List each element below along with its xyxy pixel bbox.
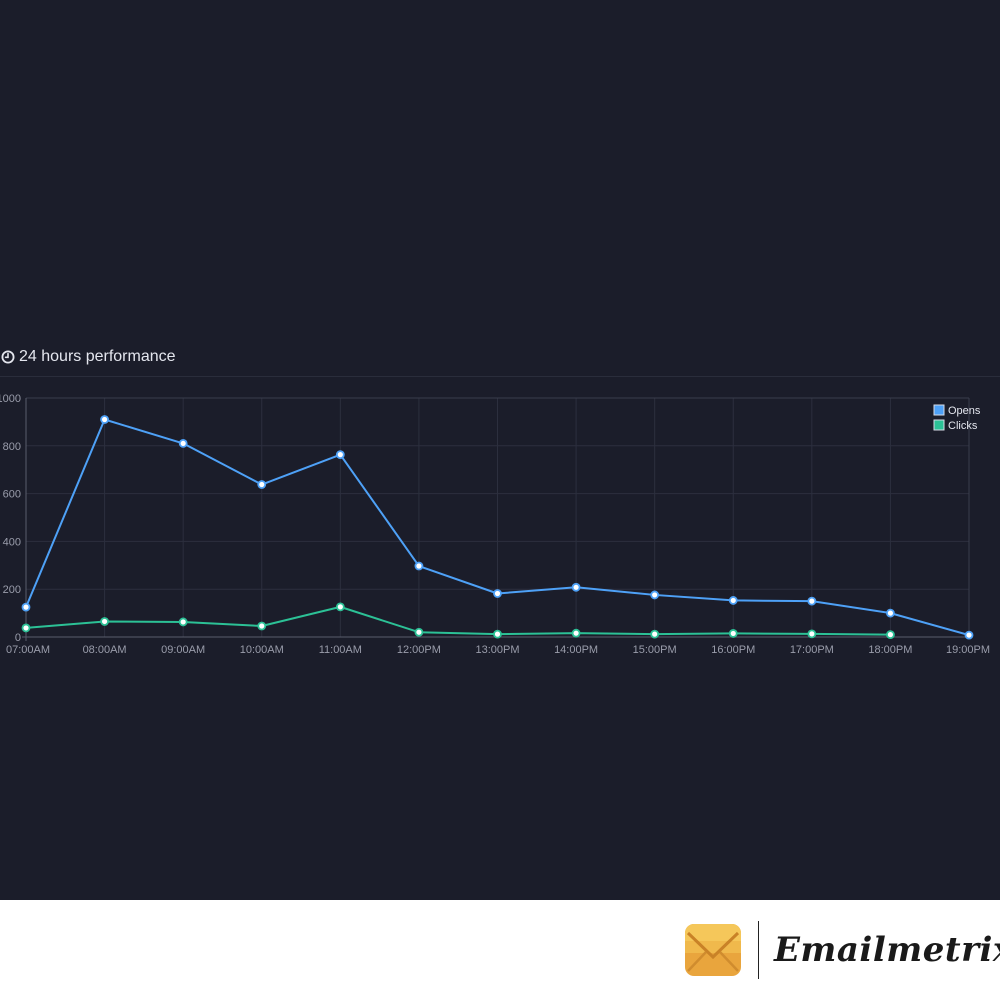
legend-swatch-clicks (933, 419, 945, 431)
panel-title: 24 hours performance (1, 346, 176, 368)
data-point-opens (414, 561, 424, 571)
x-tick-label: 11:00AM (319, 644, 362, 656)
data-point-clicks (493, 629, 502, 639)
data-point-opens (964, 630, 974, 640)
x-tick-label: 18:00PM (868, 644, 912, 656)
data-point-clicks (650, 629, 660, 639)
brand-name: Emailmetrix (774, 930, 1000, 970)
panel-title-text: 24 hours performance (19, 348, 176, 365)
data-point-opens (21, 602, 31, 612)
data-point-clicks (571, 628, 581, 638)
panel-header (0, 344, 1000, 377)
x-tick-label: 07:00AM (6, 644, 50, 656)
x-tick-label: 14:00PM (554, 644, 598, 656)
x-tick-label: 17:00PM (790, 644, 834, 656)
legend-label-opens: Opens (948, 405, 981, 417)
data-point-opens (807, 596, 817, 606)
data-point-clicks (257, 621, 267, 631)
y-tick-label: 600 (3, 489, 21, 501)
x-tick-label: 15:00PM (633, 644, 677, 656)
x-tick-label: 08:00AM (83, 644, 127, 656)
data-point-clicks (21, 623, 31, 633)
x-tick-label: 09:00AM (161, 644, 205, 656)
logo-divider (758, 921, 759, 979)
data-point-opens (886, 608, 895, 618)
x-tick-label: 10:00AM (240, 644, 284, 656)
data-point-clicks (335, 602, 345, 612)
y-tick-label: 800 (3, 441, 21, 453)
data-point-clicks (178, 617, 188, 627)
y-tick-label: 0 (15, 632, 21, 644)
data-point-clicks (886, 630, 895, 640)
legend-swatch-opens (933, 404, 945, 416)
x-tick-label: 16:00PM (711, 644, 755, 656)
x-tick-label: 12:00PM (397, 644, 441, 656)
footer (0, 900, 1000, 1000)
data-point-opens (178, 439, 188, 448)
x-tick-label: 13:00PM (475, 644, 519, 656)
data-point-opens (571, 582, 581, 592)
legend-label-clicks: Clicks (948, 420, 978, 432)
data-point-clicks (100, 617, 109, 626)
data-point-opens (650, 590, 660, 600)
y-tick-label: 200 (3, 584, 21, 596)
envelope-icon (684, 921, 742, 984)
y-tick-label: 400 (3, 536, 21, 548)
y-tick-label: 1000 (0, 393, 21, 405)
series-line-clicks (25, 605, 891, 636)
clock-icon (1, 350, 15, 364)
performance-line-chart: 0 200 400 600 800 1000 07:00AM 08:00AM 09:00AM 10… (0, 393, 990, 656)
data-point-opens (728, 596, 738, 605)
data-point-opens (493, 589, 502, 598)
data-point-opens (335, 450, 345, 460)
data-point-opens (100, 415, 109, 424)
data-point-opens (257, 480, 267, 489)
data-point-clicks (414, 627, 424, 637)
data-point-clicks (728, 629, 738, 638)
data-point-clicks (807, 629, 817, 639)
x-tick-label: 19:00PM (946, 644, 990, 656)
